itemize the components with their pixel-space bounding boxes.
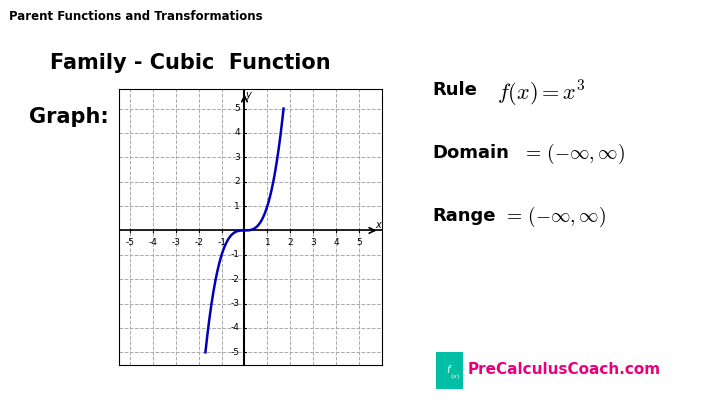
Text: Family - Cubic  Function: Family - Cubic Function	[50, 53, 331, 72]
Text: -2: -2	[231, 275, 240, 284]
Text: -1: -1	[231, 250, 240, 259]
Text: Range: Range	[432, 207, 495, 224]
Text: -2: -2	[194, 238, 203, 247]
Text: Domain: Domain	[432, 144, 509, 162]
Text: PreCalculusCoach.com: PreCalculusCoach.com	[468, 362, 661, 377]
Text: -1: -1	[217, 238, 226, 247]
Text: 2: 2	[287, 238, 293, 247]
Text: y: y	[246, 90, 251, 100]
Text: $= \, (-\infty, \infty)$: $= \, (-\infty, \infty)$	[522, 142, 625, 166]
Text: $f(x) = x^3$: $f(x) = x^3$	[497, 79, 586, 109]
Text: -3: -3	[231, 299, 240, 308]
Text: 5: 5	[234, 104, 240, 113]
Text: 4: 4	[333, 238, 338, 247]
Text: -4: -4	[148, 238, 158, 247]
Text: 2: 2	[234, 177, 240, 186]
Text: x: x	[375, 220, 381, 230]
Text: 3: 3	[234, 153, 240, 162]
Text: 1: 1	[264, 238, 270, 247]
Text: -3: -3	[171, 238, 181, 247]
Text: $= \, (-\infty, \infty)$: $= \, (-\infty, \infty)$	[503, 205, 606, 229]
Text: $(x)$: $(x)$	[450, 371, 460, 381]
Text: -4: -4	[231, 324, 240, 333]
Text: Graph:: Graph:	[29, 107, 109, 127]
Text: 5: 5	[356, 238, 361, 247]
Text: -5: -5	[231, 348, 240, 357]
Text: -5: -5	[126, 238, 135, 247]
Text: Rule: Rule	[432, 81, 477, 99]
Text: 3: 3	[310, 238, 316, 247]
Text: $f$: $f$	[446, 363, 453, 375]
Text: Parent Functions and Transformations: Parent Functions and Transformations	[9, 10, 263, 23]
Text: 1: 1	[234, 202, 240, 211]
Text: 4: 4	[234, 128, 240, 137]
